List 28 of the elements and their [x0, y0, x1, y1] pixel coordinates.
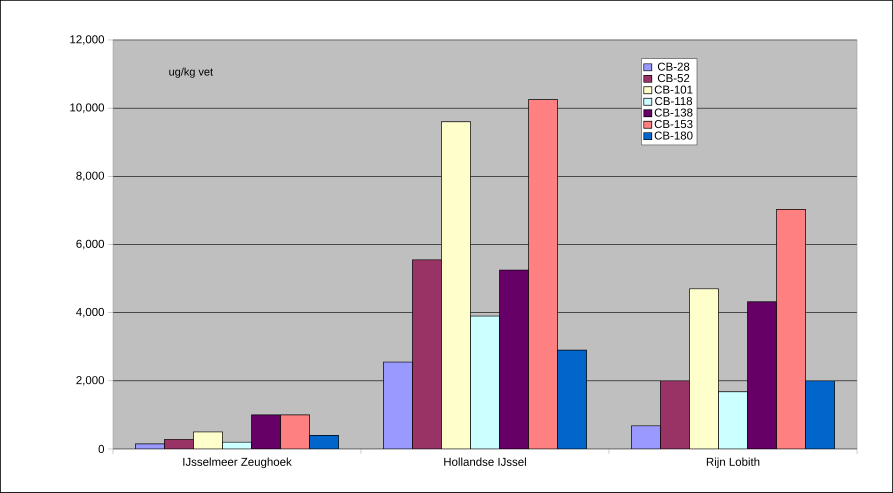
- y-tick-label: 6,000: [76, 240, 104, 250]
- bar: [805, 380, 835, 449]
- legend-label: CB-28: [658, 62, 690, 71]
- bar: [747, 301, 777, 449]
- legend-label: CB-52: [658, 74, 690, 82]
- y-tick-label: 4,000: [76, 308, 104, 318]
- bar: [631, 425, 661, 449]
- x-tick-label: Hollandse IJssel: [444, 458, 526, 466]
- bar: [499, 270, 529, 449]
- bar: [718, 391, 748, 449]
- y-tick-label: 2,000: [76, 376, 104, 386]
- bar: [470, 316, 500, 449]
- y-tick-label: 12,000: [70, 35, 104, 45]
- bar: [310, 435, 339, 449]
- legend-label: CB-180: [654, 131, 693, 140]
- legend-label: CB-118: [655, 97, 692, 106]
- y-tick-label: 8,000: [76, 172, 104, 182]
- annotation: ug/kg vet: [169, 68, 213, 78]
- y-tick-label: 10,000: [70, 103, 104, 113]
- legend-label: CB-101: [654, 86, 692, 94]
- legend-label: CB-138: [654, 108, 692, 117]
- bar: [557, 350, 587, 449]
- x-tick-label: Rijn Lobith: [706, 458, 760, 468]
- legend-label: CB-153: [654, 120, 692, 128]
- bar: [383, 362, 413, 449]
- y-tick-label: 0: [98, 444, 104, 454]
- bar: [251, 414, 281, 449]
- x-tick-label: IJsselmeer Zeughoek: [183, 458, 292, 468]
